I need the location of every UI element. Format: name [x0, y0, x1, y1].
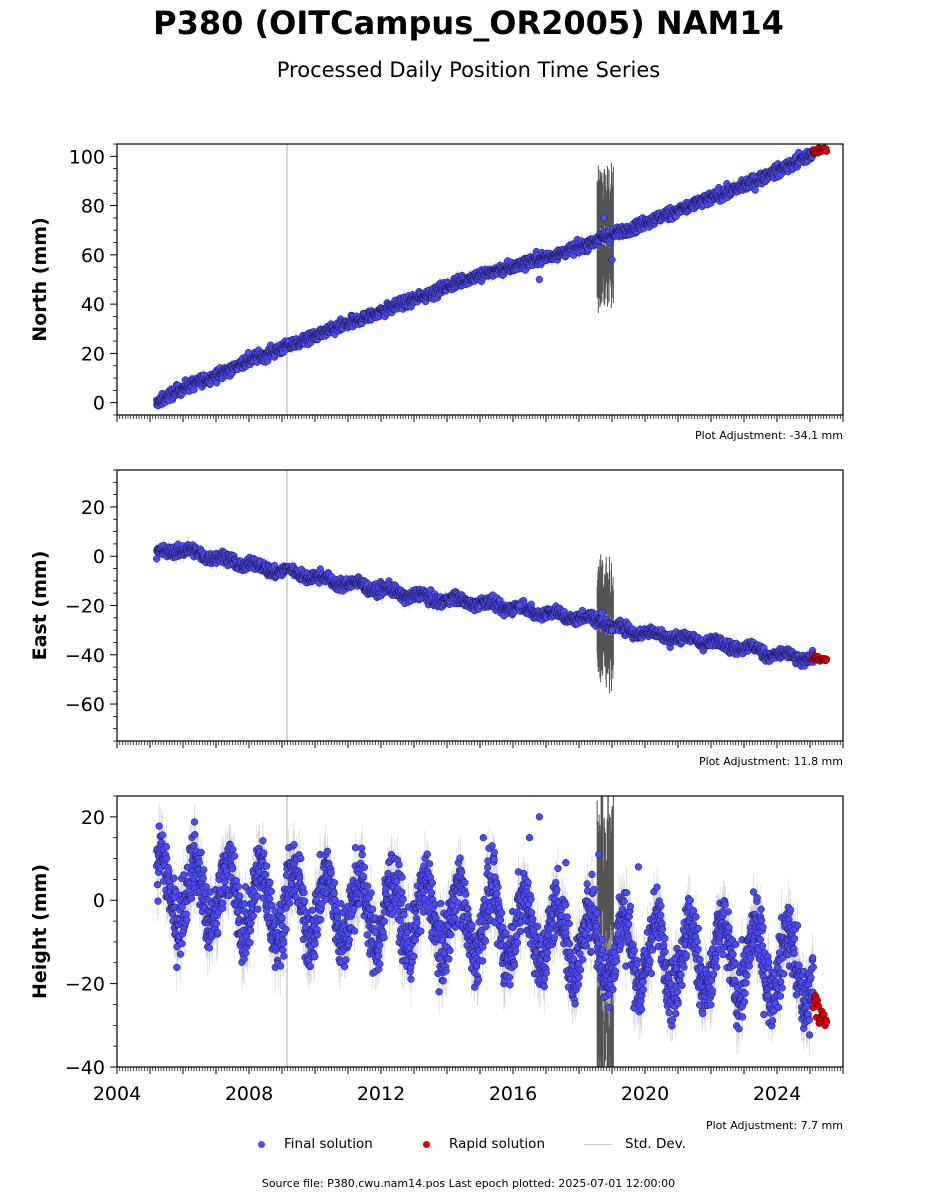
rapid-point	[822, 147, 831, 155]
y-tick-label: 100	[69, 146, 105, 168]
final-point	[608, 256, 616, 264]
panel-1: 0 20 40 60 80 100 North (mm)	[29, 143, 844, 422]
final-point	[751, 186, 759, 194]
plot-area	[152, 144, 831, 415]
y-tick-label: 40	[81, 294, 105, 316]
y-axis-label: North (mm)	[29, 217, 51, 342]
y-tick-label: 60	[81, 245, 105, 267]
final-point	[600, 214, 608, 222]
plot-area	[152, 470, 831, 741]
final-point	[535, 275, 544, 284]
y-tick-label: 80	[81, 196, 105, 218]
chart-title: P380 (OITCampus_OR2005) NAM14	[153, 4, 784, 42]
y-tick-label: 20	[81, 343, 105, 365]
chart-subtitle: Processed Daily Position Time Series	[276, 58, 661, 82]
y-tick-label: 0	[93, 393, 105, 415]
points	[152, 144, 831, 410]
